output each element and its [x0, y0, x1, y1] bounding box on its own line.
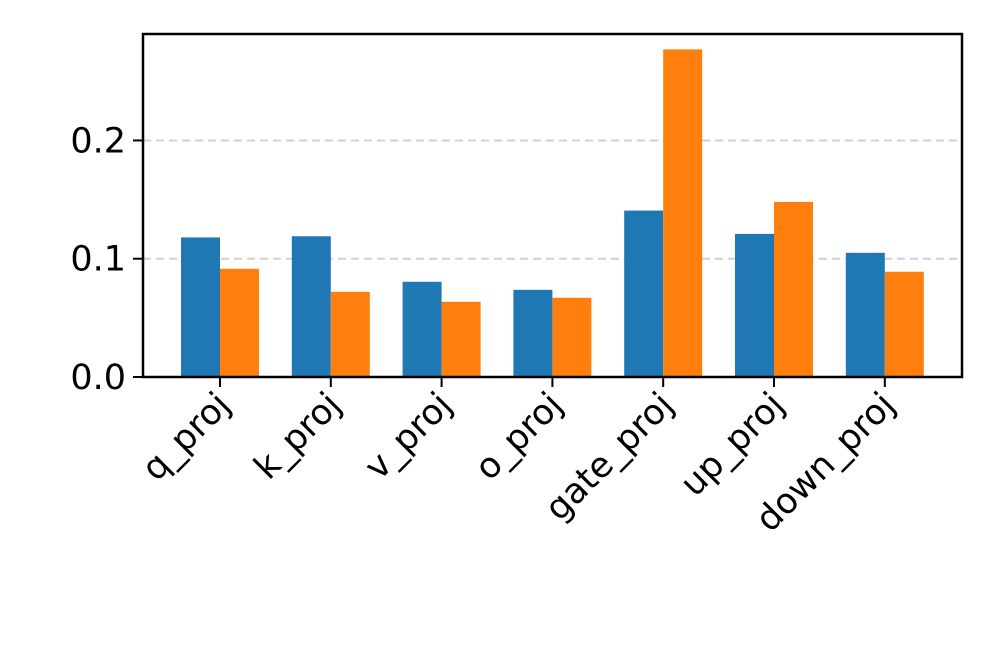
bar [845, 252, 885, 377]
bar [624, 210, 664, 377]
bar [291, 236, 331, 377]
bars [181, 49, 924, 378]
bar [330, 291, 370, 377]
bar [220, 268, 259, 377]
bar [663, 49, 703, 378]
bar [735, 233, 774, 377]
grid [143, 139, 962, 260]
x-tick-label: q_proj [135, 385, 239, 489]
x-tick-label: o_proj [468, 385, 571, 488]
bar [884, 271, 924, 377]
bar [774, 201, 813, 377]
bar [552, 297, 592, 377]
y-tick-label: 0.0 [70, 358, 126, 398]
bar [181, 237, 220, 377]
bar [402, 281, 442, 377]
bar [513, 289, 553, 377]
bar [441, 301, 481, 377]
y-tick-label: 0.2 [70, 121, 126, 161]
x-tick-label: v_proj [357, 385, 460, 488]
x-tick-label: k_proj [247, 385, 349, 487]
y-tick-label: 0.1 [70, 240, 126, 280]
